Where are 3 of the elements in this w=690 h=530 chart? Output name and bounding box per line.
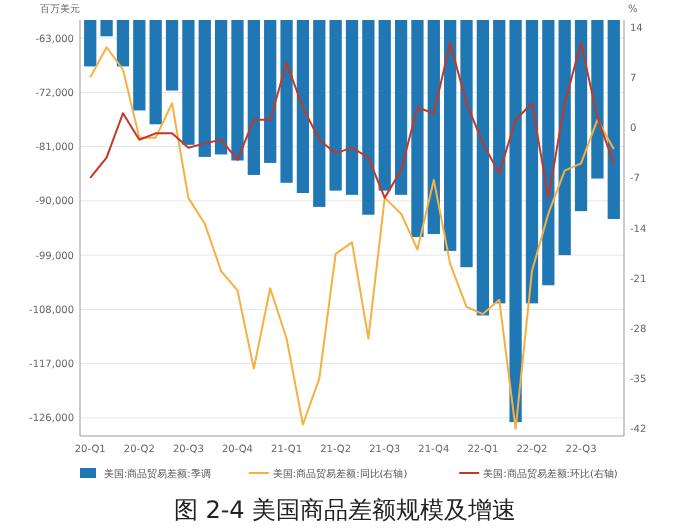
text: 图 2-4 美国商品差额规模及增速 [173,496,517,524]
line-series [89,41,615,199]
line-series [89,46,615,430]
